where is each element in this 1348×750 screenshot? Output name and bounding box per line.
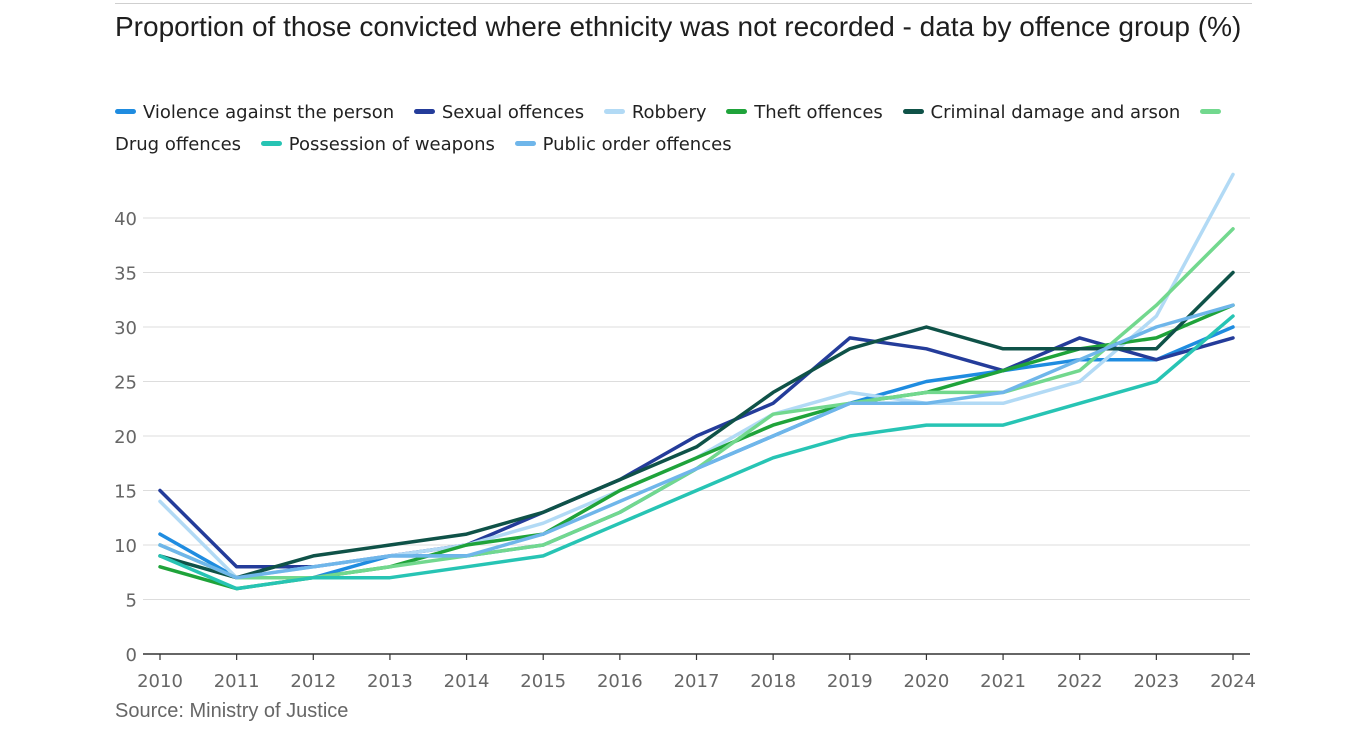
x-tick-label: 2015 — [520, 671, 566, 692]
legend-item-theft-offences: Theft offences — [726, 102, 883, 123]
legend-swatch — [726, 108, 748, 114]
x-tick-label: 2021 — [980, 671, 1026, 692]
x-tick-label: 2012 — [290, 671, 336, 692]
x-tick-label: 2023 — [1133, 671, 1179, 692]
y-tick-label: 20 — [114, 427, 137, 448]
legend-swatch — [902, 108, 924, 114]
y-tick-label: 15 — [114, 482, 137, 503]
y-tick-label: 35 — [114, 264, 137, 285]
series-line-possession-of-weapons — [158, 314, 1235, 591]
x-tick-label: 2014 — [444, 671, 490, 692]
chart-title: Proportion of those convicted where ethn… — [115, 11, 1242, 42]
x-tick-label: 2018 — [750, 671, 796, 692]
source-note: Source: Ministry of Justice — [115, 700, 349, 722]
legend-item-drug-offences: Drug offences — [115, 102, 1228, 155]
legend-item-sexual-offences: Sexual offences — [413, 102, 585, 123]
y-tick-label: 25 — [114, 373, 137, 394]
y-tick-label: 40 — [114, 209, 137, 230]
legend-item-public-order-offences: Public order offences — [514, 134, 732, 155]
y-tick-label: 0 — [126, 645, 137, 666]
legend-item-robbery: Robbery — [603, 102, 707, 123]
series-line-robbery — [158, 172, 1235, 580]
x-tick-label: 2013 — [367, 671, 413, 692]
legend-label: Drug offences — [115, 134, 242, 155]
series-line-drug-offences — [158, 227, 1235, 580]
legend-swatch — [413, 108, 435, 114]
legend-item-possession-of-weapons: Possession of weapons — [260, 134, 495, 155]
chart-legend: Violence against the person Sexual offen… — [115, 97, 1235, 161]
top-rule — [115, 3, 1252, 4]
x-tick-label: 2024 — [1210, 671, 1256, 692]
x-tick-label: 2011 — [214, 671, 260, 692]
legend-label: Criminal damage and arson — [930, 102, 1181, 123]
legend-label: Violence against the person — [143, 102, 395, 123]
legend-swatch — [115, 108, 136, 114]
legend-swatch — [1200, 108, 1222, 114]
x-tick-label: 2016 — [597, 671, 643, 692]
legend-swatch — [603, 108, 625, 114]
legend-label: Public order offences — [542, 134, 732, 155]
x-tick-label: 2022 — [1057, 671, 1103, 692]
y-tick-label: 30 — [114, 318, 137, 339]
legend-label: Possession of weapons — [288, 134, 495, 155]
series-line-public-order-offences — [158, 303, 1235, 580]
legend-item-criminal-damage-and-arson: Criminal damage and arson — [902, 102, 1181, 123]
legend-label: Theft offences — [754, 102, 883, 123]
series-line-criminal-damage-and-arson — [158, 270, 1235, 580]
legend-swatch — [514, 140, 536, 146]
y-tick-label: 5 — [126, 591, 137, 612]
x-tick-label: 2010 — [137, 671, 183, 692]
legend-label: Sexual offences — [441, 102, 585, 123]
y-tick-label: 10 — [114, 536, 137, 557]
x-tick-label: 2017 — [674, 671, 720, 692]
legend-label: Robbery — [631, 102, 707, 123]
legend-swatch — [260, 140, 282, 146]
legend-item-violence-against-the-person: Violence against the person — [115, 102, 394, 123]
x-tick-label: 2020 — [904, 671, 950, 692]
x-tick-label: 2019 — [827, 671, 873, 692]
